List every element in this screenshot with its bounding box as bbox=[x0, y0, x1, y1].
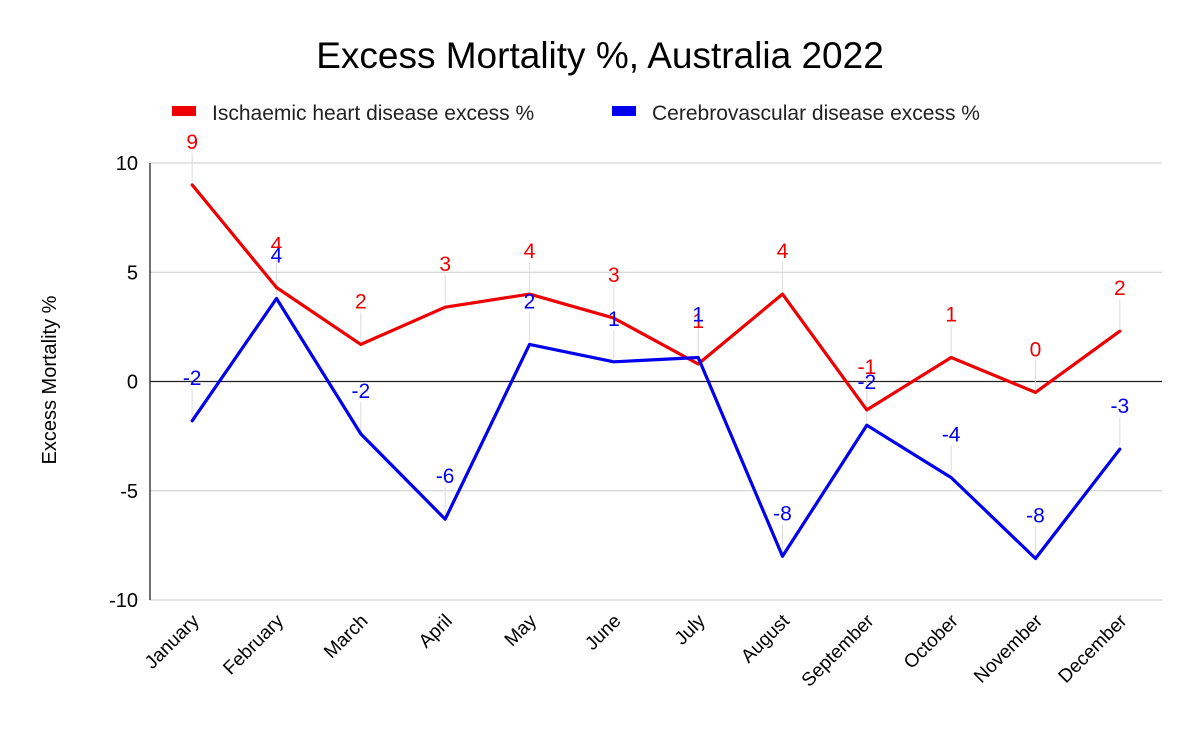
y-tick-label: -5 bbox=[120, 481, 138, 503]
legend-label-ischaemic: Ischaemic heart disease excess % bbox=[212, 102, 534, 125]
data-label: -2 bbox=[351, 380, 370, 403]
legend: Ischaemic heart disease excess % Cerebro… bbox=[172, 102, 980, 125]
data-label: 2 bbox=[524, 290, 536, 313]
series-line-cerebrovascular bbox=[190, 296, 1122, 561]
data-label: 3 bbox=[439, 253, 451, 276]
data-label: -3 bbox=[1110, 395, 1129, 418]
x-tick-label: February bbox=[219, 610, 288, 679]
y-tick-label: 0 bbox=[127, 372, 138, 394]
data-label: 3 bbox=[608, 264, 620, 287]
data-label: 1 bbox=[692, 303, 704, 326]
x-tick-label: August bbox=[737, 610, 794, 667]
x-tick-label: April bbox=[415, 611, 457, 653]
legend-label-cerebrovascular: Cerebrovascular disease excess % bbox=[652, 102, 980, 125]
data-label: 2 bbox=[355, 290, 367, 313]
x-tick-labels: January February March April May June July Augu… bbox=[141, 610, 1132, 691]
data-label: 1 bbox=[692, 310, 704, 333]
y-axis-label: Excess Mortality % bbox=[39, 295, 61, 464]
data-label: -6 bbox=[436, 465, 455, 488]
x-tick-label: October bbox=[900, 610, 963, 673]
y-tick-labels: 10 5 0 -5 -10 bbox=[109, 153, 138, 612]
data-label: -4 bbox=[942, 424, 961, 447]
series-lines bbox=[190, 183, 1122, 561]
chart-title: Excess Mortality %, Australia 2022 bbox=[316, 35, 884, 76]
x-tick-label: January bbox=[141, 610, 204, 673]
data-label: 4 bbox=[271, 244, 283, 267]
data-label: -2 bbox=[183, 367, 202, 390]
series-line-ischaemic bbox=[190, 183, 1122, 412]
gridlines bbox=[149, 162, 1162, 601]
data-label: -8 bbox=[1026, 504, 1045, 527]
y-tick-label: 5 bbox=[127, 262, 138, 284]
data-label: -1 bbox=[857, 356, 876, 379]
y-tick-label: -10 bbox=[109, 590, 138, 612]
x-tick-label: November bbox=[970, 610, 1047, 687]
legend-swatch-ischaemic bbox=[172, 106, 196, 116]
data-label: 4 bbox=[271, 234, 283, 257]
data-label: 4 bbox=[777, 240, 789, 263]
data-label: 0 bbox=[1030, 338, 1042, 361]
data-label: 2 bbox=[1114, 277, 1126, 300]
label-leader-lines bbox=[191, 152, 1121, 556]
x-tick-label: May bbox=[501, 610, 542, 651]
data-label: 9 bbox=[186, 131, 198, 154]
data-label: 1 bbox=[608, 308, 620, 331]
data-label: 1 bbox=[945, 303, 957, 326]
data-label: -8 bbox=[773, 502, 792, 525]
x-tick-label: March bbox=[320, 611, 372, 663]
x-tick-label: July bbox=[671, 610, 710, 649]
x-tick-label: December bbox=[1055, 610, 1132, 687]
data-label: 4 bbox=[524, 240, 536, 263]
x-tick-label: September bbox=[798, 610, 879, 691]
y-tick-label: 10 bbox=[116, 153, 138, 175]
x-tick-label: June bbox=[581, 611, 625, 655]
legend-swatch-cerebrovascular bbox=[612, 106, 636, 116]
data-label: -2 bbox=[857, 371, 876, 394]
